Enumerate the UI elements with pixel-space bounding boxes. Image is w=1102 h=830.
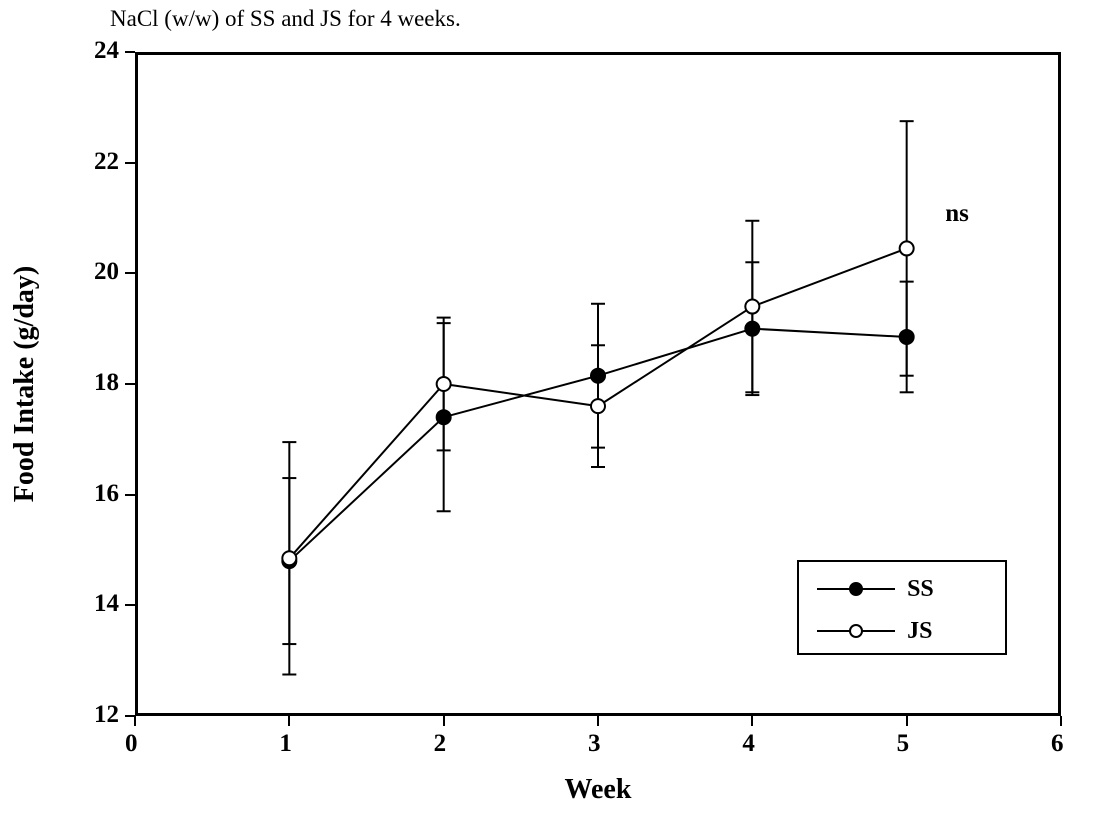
legend-marker — [849, 582, 863, 596]
legend-box: SS JS — [797, 560, 1007, 655]
data-marker — [900, 241, 914, 255]
data-marker — [282, 551, 296, 565]
x-tick-label: 2 — [434, 730, 447, 758]
legend-line — [817, 630, 895, 632]
x-tick — [597, 716, 599, 726]
x-tick-label: 0 — [125, 730, 138, 758]
data-marker — [900, 330, 914, 344]
y-tick-label: 14 — [94, 590, 119, 618]
series-line — [752, 329, 906, 337]
y-tick — [125, 715, 135, 717]
y-tick-label: 22 — [94, 148, 119, 176]
y-tick-label: 24 — [94, 37, 119, 65]
x-tick — [1060, 716, 1062, 726]
x-tick — [751, 716, 753, 726]
x-tick — [443, 716, 445, 726]
data-marker — [437, 377, 451, 391]
x-tick-label: 6 — [1051, 730, 1064, 758]
series-line — [598, 329, 752, 376]
legend-label: JS — [907, 618, 932, 645]
y-tick — [125, 162, 135, 164]
data-marker — [437, 410, 451, 424]
legend-row: SS — [817, 576, 934, 603]
plot-svg — [0, 0, 1102, 830]
y-axis-label: Food Intake (g/day) — [9, 52, 41, 716]
legend-label: SS — [907, 576, 934, 603]
y-tick-label: 12 — [94, 701, 119, 729]
y-tick — [125, 383, 135, 385]
legend-marker — [849, 624, 863, 638]
y-tick — [125, 272, 135, 274]
data-marker — [591, 369, 605, 383]
x-tick-label: 3 — [588, 730, 601, 758]
x-tick-label: 5 — [897, 730, 910, 758]
series-line — [289, 417, 443, 561]
y-tick — [125, 51, 135, 53]
series-line — [289, 384, 443, 558]
x-tick-label: 1 — [279, 730, 292, 758]
x-tick-label: 4 — [742, 730, 755, 758]
legend-line — [817, 588, 895, 590]
y-tick-label: 20 — [94, 258, 119, 286]
series-line — [444, 376, 598, 418]
annotation-ns: ns — [945, 200, 969, 228]
series-line — [598, 307, 752, 407]
data-marker — [745, 322, 759, 336]
y-tick-label: 16 — [94, 480, 119, 508]
data-marker — [745, 300, 759, 314]
y-tick-label: 18 — [94, 369, 119, 397]
series-line — [752, 248, 906, 306]
y-tick — [125, 494, 135, 496]
x-tick — [906, 716, 908, 726]
chart-container: NaCl (w/w) of SS and JS for 4 weeks. Foo… — [0, 0, 1102, 830]
legend-row: JS — [817, 618, 932, 645]
x-tick — [288, 716, 290, 726]
y-tick — [125, 604, 135, 606]
x-tick — [134, 716, 136, 726]
series-line — [444, 384, 598, 406]
data-marker — [591, 399, 605, 413]
x-axis-label: Week — [135, 774, 1061, 806]
